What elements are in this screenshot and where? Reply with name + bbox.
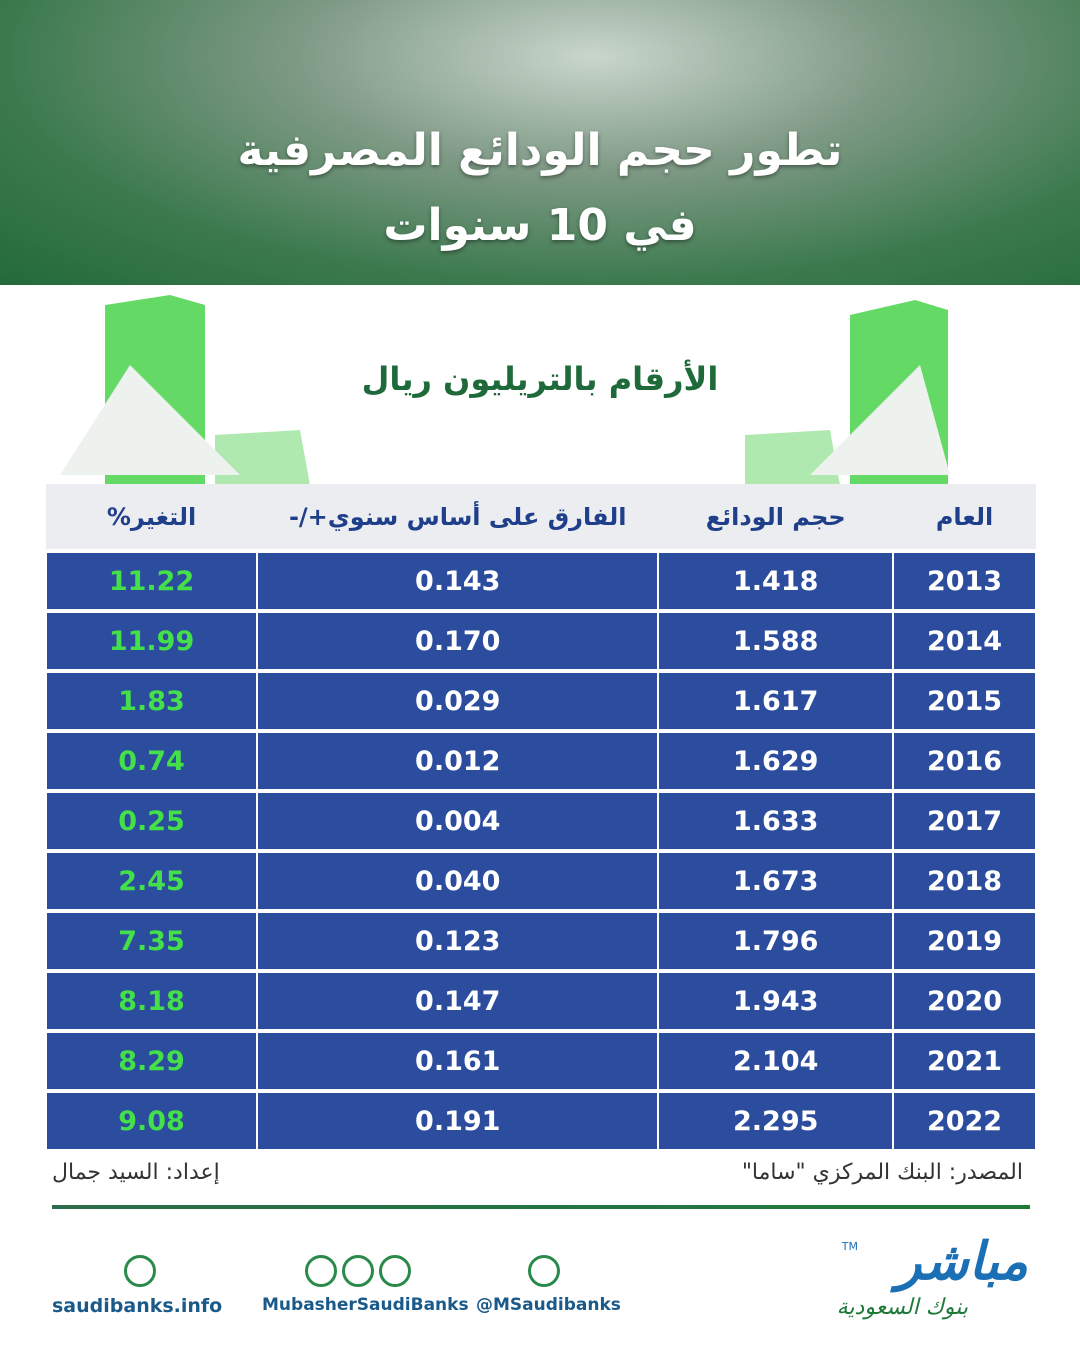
table-cell: 2022 [892,1089,1037,1151]
table-cell: 2019 [892,909,1037,972]
table-cell: 2021 [892,1029,1037,1092]
table-row: 2016 1.629 0.012 0.74 [44,729,1037,792]
table-row: 2021 2.104 0.161 8.29 [44,1029,1037,1092]
divider [52,1205,1030,1209]
table-cell: 0.040 [256,849,660,912]
data-table: العام حجم الودائع الفارق على أساس سنوي+/- ا… [44,484,1037,1151]
table-cell: 0.25 [44,789,259,852]
table-cell: 1.796 [657,909,895,972]
table-cell: 2014 [892,609,1037,672]
website: saudibanks.info [52,1295,223,1317]
table-row: 2015 1.617 0.029 1.83 [44,669,1037,732]
table-cell: 1.943 [657,969,895,1032]
table-cell: 1.633 [657,789,895,852]
table-cell: 8.18 [44,969,259,1032]
table-cell: 1.629 [657,729,895,792]
table-cell: 0.123 [256,909,660,972]
column-header: العام [893,484,1036,551]
logo-name: مباشر [896,1232,1028,1292]
column-header: الفارق على أساس سنوي+/- [257,484,659,551]
table-cell: 0.004 [256,789,660,852]
table-cell: 2015 [892,669,1037,732]
web-icon [124,1255,156,1287]
header: تطور حجم الودائع المصرفية في 10 سنوات [0,0,1080,285]
facebook-icon [305,1255,337,1287]
table-cell: 8.29 [44,1029,259,1092]
table-cell: 0.012 [256,729,660,792]
table-cell: 0.029 [256,669,660,732]
column-header: التغير% [46,484,258,551]
decor-arrows [60,295,950,485]
title: تطور حجم الودائع المصرفية [237,125,843,176]
logo-tagline: بنوك السعودية [836,1295,968,1320]
table-body: 2013 1.418 0.143 11.22 2014 1.588 0.170 11.99 20… [44,549,1037,1151]
social-handle: MubasherSaudiBanks [262,1295,469,1315]
table-row: 2014 1.588 0.170 11.99 [44,609,1037,672]
table-cell: 1.83 [44,669,259,732]
table-cell: 2020 [892,969,1037,1032]
table-cell: 2016 [892,729,1037,792]
header-row: العام حجم الودائع الفارق على أساس سنوي+/- ا… [46,484,1036,551]
table-cell: 0.143 [256,549,660,612]
table-cell: 11.99 [44,609,259,672]
table-cell: 1.617 [657,669,895,732]
table-cell: 0.161 [256,1029,660,1092]
prepared-by: إعداد: السيد جمال [52,1160,220,1185]
table-cell: 0.74 [44,729,259,792]
column-header: حجم الودائع [658,484,894,551]
table-cell: 9.08 [44,1089,259,1151]
table-cell: 0.147 [256,969,660,1032]
table-row: 2020 1.943 0.147 8.18 [44,969,1037,1032]
table-cell: 2.104 [657,1029,895,1092]
source: المصدر: البنك المركزي "ساما" [741,1160,1023,1185]
table-cell: 2017 [892,789,1037,852]
instagram-icon [342,1255,374,1287]
title: في 10 سنوات [383,200,697,251]
twitter-handle: @MSaudibanks [476,1295,621,1315]
table-cell: 0.170 [256,609,660,672]
table-row: 2019 1.796 0.123 7.35 [44,909,1037,972]
table-row: 2013 1.418 0.143 11.22 [44,549,1037,612]
table-row: 2017 1.633 0.004 0.25 [44,789,1037,852]
twitter-icon [528,1255,560,1287]
table-row: 2022 2.295 0.191 9.08 [44,1089,1037,1151]
table-cell: 1.418 [657,549,895,612]
table-cell: 0.191 [256,1089,660,1151]
table-cell: 2013 [892,549,1037,612]
table-cell: 1.588 [657,609,895,672]
table-cell: 2.45 [44,849,259,912]
table-cell: 11.22 [44,549,259,612]
table-cell: 1.673 [657,849,895,912]
table-cell: 7.35 [44,909,259,972]
table-cell: 2018 [892,849,1037,912]
table-row: 2018 1.673 0.040 2.45 [44,849,1037,912]
logo-mark: TM [841,1240,858,1253]
table-cell: 2.295 [657,1089,895,1151]
linkedin-icon [379,1255,411,1287]
subtitle: الأرقام بالتريليون ريال [361,360,719,398]
